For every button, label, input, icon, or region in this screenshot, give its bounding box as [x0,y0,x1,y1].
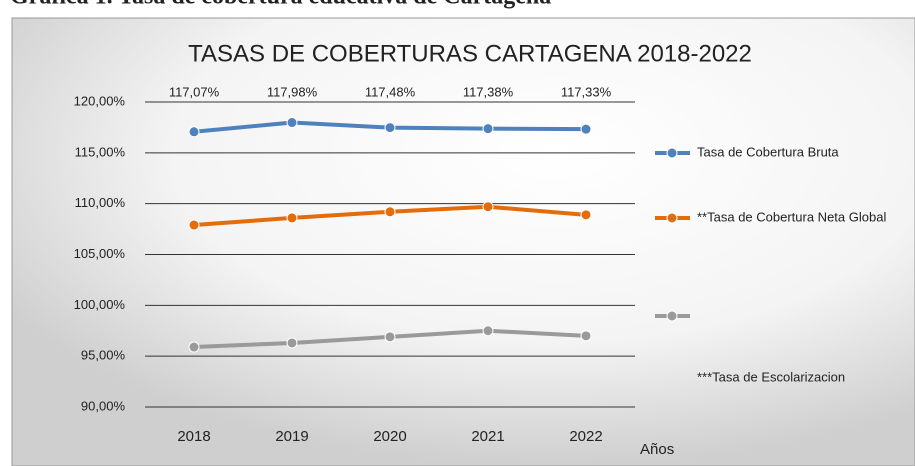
data-label: 117,48% [365,84,416,99]
data-point [287,118,297,128]
data-point [581,210,591,220]
data-point [581,124,591,134]
x-tick-label: 2018 [177,428,210,445]
data-point [483,124,493,134]
y-tick-label: 120,00% [74,93,126,108]
legend-marker [667,311,677,321]
y-tick-label: 95,00% [81,348,126,363]
page: Gráfica 1. Tasa de cobertura educativa d… [0,0,915,466]
x-tick-label: 2020 [373,428,406,445]
data-point [385,332,395,342]
y-tick-label: 115,00% [75,144,126,159]
data-label: 117,07% [169,84,220,99]
y-tick-label: 110,00% [75,195,126,210]
data-point [189,127,199,137]
legend-label: Tasa de Cobertura Bruta [697,144,839,159]
legend-marker [667,148,677,158]
data-label: 117,98% [267,84,318,99]
legend-marker [667,213,677,223]
chart-title: TASAS DE COBERTURAS CARTAGENA 2018-2022 [188,40,752,67]
x-axis-label: Años [640,441,674,458]
data-point [483,326,493,336]
data-point [385,207,395,217]
chart: Gráfica 1. Tasa de cobertura educativa d… [0,0,915,466]
data-point [385,123,395,133]
x-tick-label: 2019 [275,428,308,445]
data-label: 117,33% [561,84,612,99]
data-point [483,202,493,212]
legend-label: ***Tasa de Escolarizacion [697,369,845,384]
data-point [581,331,591,341]
page-header: Gráfica 1. Tasa de cobertura educativa d… [10,0,551,10]
data-point [287,338,297,348]
y-tick-label: 100,00% [74,297,126,312]
y-tick-label: 90,00% [81,398,126,413]
data-point [189,220,199,230]
data-point [189,342,199,352]
x-tick-label: 2022 [569,428,602,445]
legend-label: **Tasa de Cobertura Neta Global [697,209,886,224]
data-label: 117,38% [463,84,514,99]
data-point [287,213,297,223]
y-tick-label: 105,00% [74,246,126,261]
x-tick-label: 2021 [471,428,504,445]
